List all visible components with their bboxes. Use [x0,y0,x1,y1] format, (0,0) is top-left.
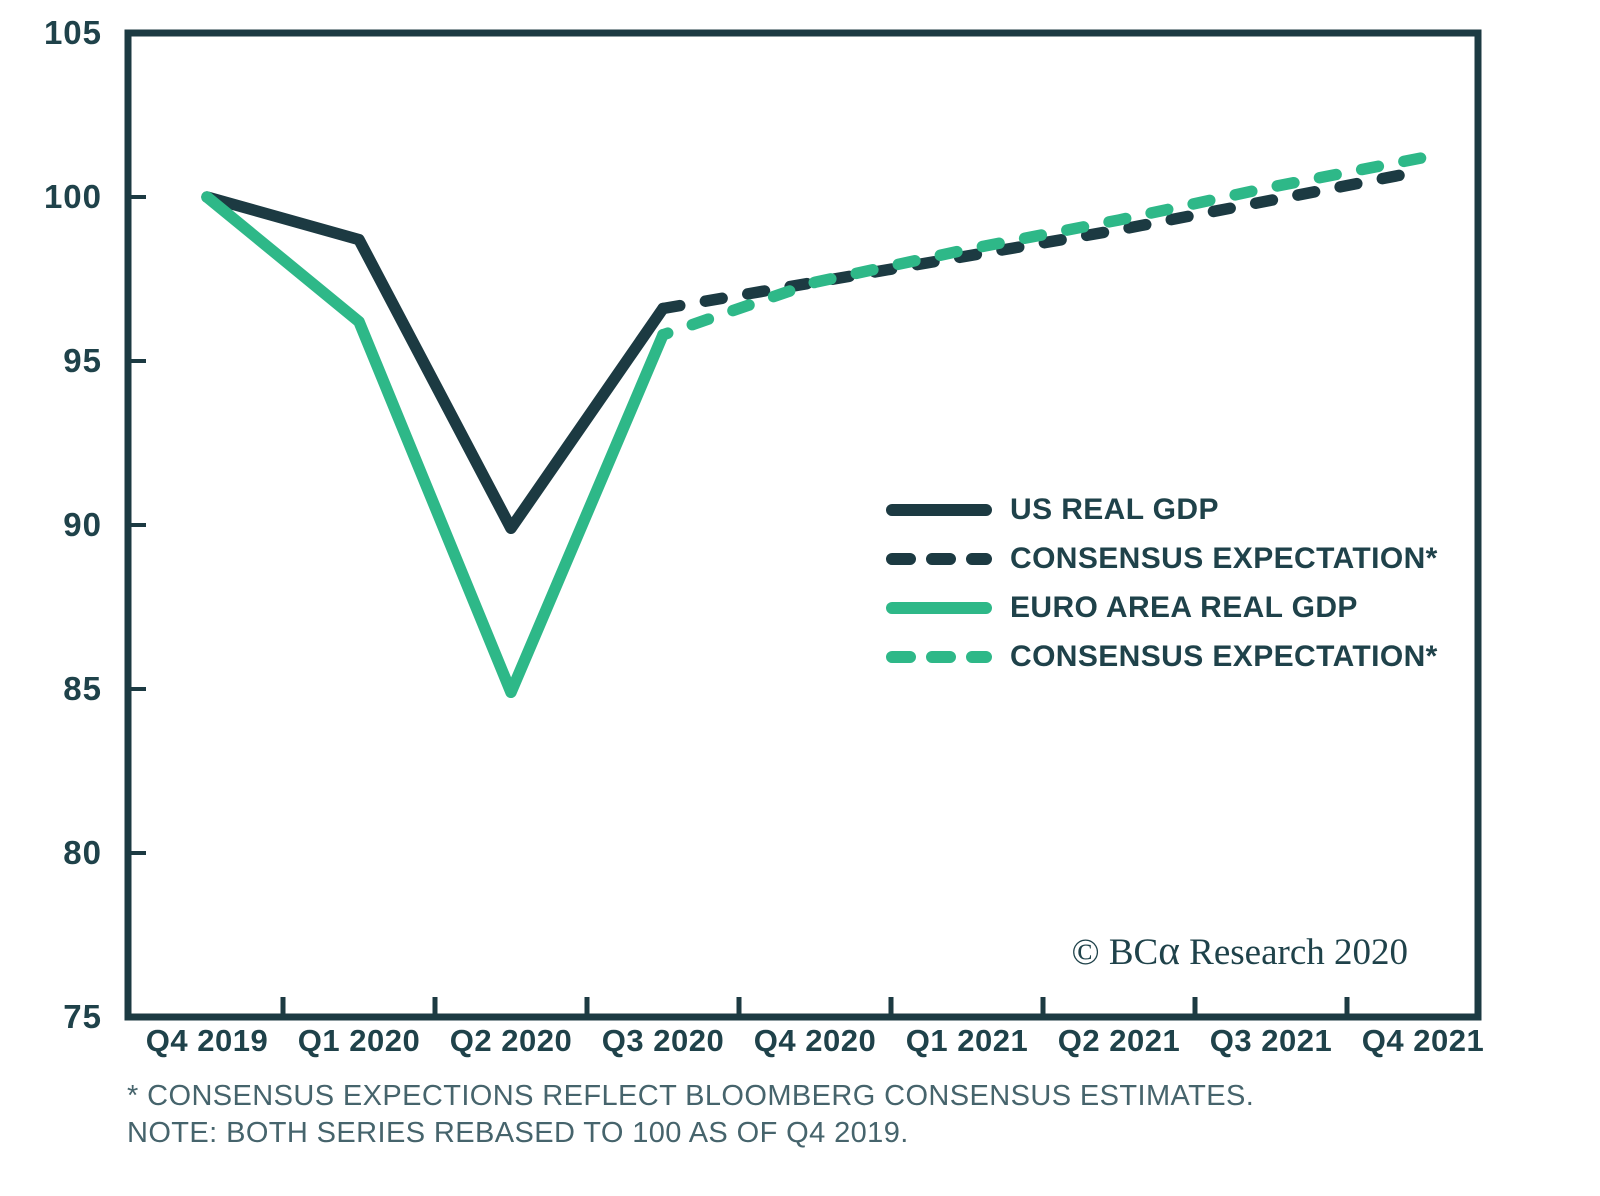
x-axis-label-q2-2020: Q2 2020 [449,1023,573,1058]
legend-swatch-dashed-icon [886,552,992,565]
credit-alpha-glyph: α [1158,927,1180,973]
x-axis-label-q1-2021: Q1 2021 [905,1023,1029,1058]
x-axis-label-q1-2020: Q1 2020 [297,1023,421,1058]
x-axis-label-q4-2019: Q4 2019 [145,1023,269,1058]
legend-swatch-solid-icon [886,601,992,614]
chart-legend: US REAL GDP CONSENSUS EXPECTATION* EURO AR… [884,485,1438,681]
x-axis-label-q3-2021: Q3 2021 [1209,1023,1333,1058]
credit-rest: Research [1179,932,1334,973]
legend-label-0: US REAL GDP [1010,492,1219,526]
legend-label-2: EURO AREA REAL GDP [1010,590,1358,624]
x-axis-label-q2-2021: Q2 2021 [1057,1023,1181,1058]
series-line-0 [201,191,669,535]
x-axis-label-q4-2020: Q4 2020 [753,1023,877,1058]
series-line-2 [201,191,669,699]
y-axis-label-95: 95 [63,342,102,379]
credit-prefix: © BC [1071,932,1159,973]
legend-item-0: US REAL GDP [884,485,1438,534]
legend-swatch-solid-icon [886,503,992,516]
series-line-3 [657,151,1429,341]
x-axis-label-q3-2020: Q3 2020 [601,1023,725,1058]
y-axis-label-80: 80 [63,834,102,871]
y-axis-label-100: 100 [43,178,102,215]
footnote-line-1: * CONSENSUS EXPECTIONS REFLECT BLOOMBERG… [127,1080,1255,1112]
legend-item-2: EURO AREA REAL GDP [884,583,1438,632]
legend-label-1: CONSENSUS EXPECTATION* [1010,541,1438,575]
plot-border [124,29,1482,1021]
y-axis-label-90: 90 [63,506,102,543]
y-axis-label-105: 105 [43,14,102,51]
chart-footnotes: * CONSENSUS EXPECTIONS REFLECT BLOOMBERG… [127,1078,1254,1152]
footnote-line-2: NOTE: BOTH SERIES REBASED TO 100 AS OF Q… [127,1117,909,1149]
y-axis-label-85: 85 [63,670,102,707]
y-axis-label-75: 75 [63,998,102,1035]
legend-item-1: CONSENSUS EXPECTATION* [884,534,1438,583]
legend-swatch-dashed-icon [886,650,992,663]
credit-year: 2020 [1334,932,1408,973]
x-axis-label-q4-2021: Q4 2021 [1361,1023,1485,1058]
legend-label-3: CONSENSUS EXPECTATION* [1010,639,1438,673]
bca-research-credit: © BCα Research 2020 [1071,927,1408,974]
legend-item-3: CONSENSUS EXPECTATION* [884,632,1438,681]
